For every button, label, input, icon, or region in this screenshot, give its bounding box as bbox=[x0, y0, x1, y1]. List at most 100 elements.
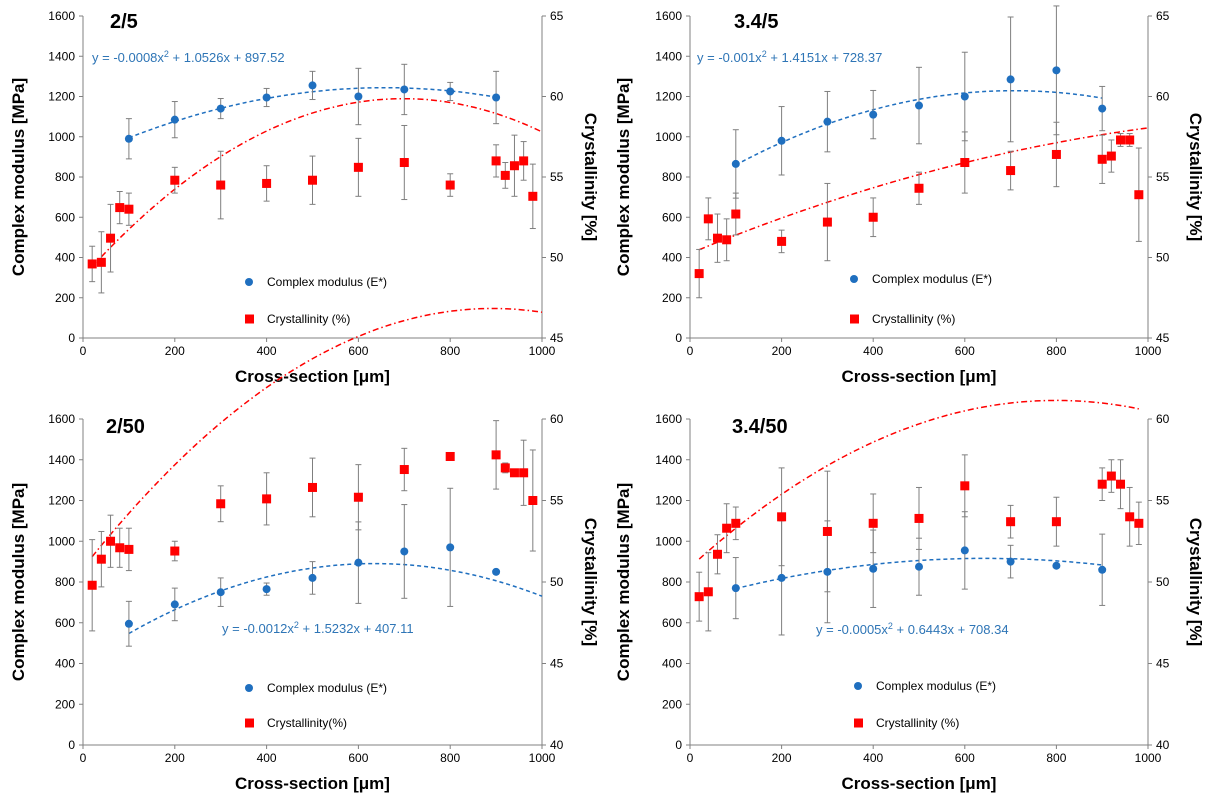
y-tick-label: 1400 bbox=[655, 49, 682, 63]
x-tick-label: 400 bbox=[257, 344, 277, 358]
crystallinity-point bbox=[115, 203, 125, 213]
x-tick-label: 600 bbox=[348, 751, 368, 765]
x-tick-label: 1000 bbox=[529, 751, 556, 765]
crystallinity-point bbox=[777, 236, 787, 246]
y2-tick-label: 55 bbox=[550, 494, 564, 508]
crystallinity-point bbox=[115, 543, 125, 553]
crystallinity-point bbox=[528, 496, 538, 505]
y2-tick-label: 55 bbox=[1156, 170, 1170, 184]
crystallinity-point bbox=[731, 209, 741, 219]
y-tick-label: 400 bbox=[55, 657, 75, 671]
crystallinity-point bbox=[1051, 517, 1061, 527]
crystallinity-point bbox=[822, 526, 832, 536]
y-tick-label: 600 bbox=[55, 210, 75, 224]
y-tick-label: 1400 bbox=[655, 453, 682, 467]
x-tick-label: 200 bbox=[165, 344, 185, 358]
modulus-point bbox=[308, 81, 317, 90]
legend-crystallinity-marker bbox=[245, 718, 254, 728]
crystallinity-point bbox=[712, 549, 722, 559]
x-tick-label: 0 bbox=[80, 344, 87, 358]
y2-tick-label: 50 bbox=[1156, 575, 1170, 589]
y2-tick-label: 55 bbox=[1156, 494, 1170, 508]
crystallinity-point bbox=[1125, 135, 1135, 145]
crystallinity-point bbox=[1097, 154, 1107, 164]
chart-panel-3-4-50: 0 200 400 600 800 1000 0 200 400 600 800 1000 1200 14… bbox=[614, 399, 1205, 793]
y-tick-label: 1200 bbox=[48, 494, 75, 508]
x-tick-label: 800 bbox=[1046, 751, 1066, 765]
y2-tick-label: 50 bbox=[1156, 251, 1170, 265]
x-tick-label: 0 bbox=[687, 751, 694, 765]
y-tick-label: 1600 bbox=[655, 9, 682, 23]
crystallinity-point bbox=[1051, 149, 1061, 159]
y2-tick-label: 40 bbox=[1156, 738, 1170, 752]
crystallinity-point bbox=[106, 233, 116, 243]
modulus-point bbox=[777, 573, 786, 582]
crystallinity-point bbox=[822, 217, 832, 227]
y2-tick-label: 60 bbox=[550, 412, 564, 426]
x-tick-label: 400 bbox=[863, 751, 883, 765]
y2-tick-label: 60 bbox=[550, 90, 564, 104]
crystallinity-point bbox=[868, 212, 878, 222]
legend-modulus-label: Complex modulus (E*) bbox=[267, 681, 387, 695]
y-axis-label: Complex modulus [MPa] bbox=[9, 483, 28, 681]
y-tick-label: 200 bbox=[662, 291, 682, 305]
modulus-point bbox=[1098, 104, 1107, 113]
legend-crystallinity-marker bbox=[854, 718, 863, 728]
crystallinity-point bbox=[1134, 190, 1144, 200]
x-axis-label: Cross-section [μm] bbox=[842, 367, 997, 386]
crystallinity-point bbox=[703, 214, 713, 224]
y-tick-label: 800 bbox=[55, 575, 75, 589]
x-tick-label: 0 bbox=[80, 751, 87, 765]
crystallinity-point bbox=[353, 162, 363, 172]
y-axis-label: Complex modulus [MPa] bbox=[9, 78, 28, 276]
crystallinity-point bbox=[1006, 517, 1016, 527]
crystallinity-point bbox=[96, 554, 106, 564]
y-axis-label: Complex modulus [MPa] bbox=[614, 78, 633, 276]
y-axis-label: Complex modulus [MPa] bbox=[614, 483, 633, 681]
crystallinity-point bbox=[694, 592, 704, 602]
panel-title: 2/5 bbox=[110, 11, 138, 33]
y2-axis-label: Crystallinity [%] bbox=[581, 113, 600, 241]
legend-crystallinity-label: Crystallinity (%) bbox=[872, 312, 955, 326]
y2-tick-label: 65 bbox=[550, 9, 564, 23]
crystallinity-point bbox=[353, 492, 363, 502]
y-tick-label: 600 bbox=[662, 616, 682, 630]
crystallinity-point bbox=[1106, 471, 1116, 481]
y-tick-label: 1200 bbox=[48, 90, 75, 104]
y-tick-label: 0 bbox=[68, 738, 75, 752]
modulus-point bbox=[262, 585, 271, 594]
crystallinity-point bbox=[445, 180, 455, 190]
trend-equation: y = -0.0005x2 + 0.6443x + 708.34 bbox=[816, 621, 1009, 637]
x-tick-label: 0 bbox=[687, 344, 694, 358]
crystallinity-point bbox=[528, 191, 538, 201]
legend-crystallinity-label: Crystallinity(%) bbox=[267, 716, 347, 730]
panel-title: 3.4/5 bbox=[734, 11, 778, 33]
modulus-point bbox=[915, 101, 923, 110]
crystallinity-point bbox=[491, 156, 501, 166]
trend-equation: y = -0.001x2 + 1.4151x + 728.37 bbox=[697, 49, 882, 65]
crystallinity-point bbox=[96, 257, 106, 267]
modulus-point bbox=[354, 92, 363, 101]
y-tick-label: 400 bbox=[662, 251, 682, 265]
crystallinity-point bbox=[399, 158, 409, 168]
crystallinity-trend-line bbox=[91, 97, 543, 268]
crystallinity-point bbox=[106, 536, 116, 546]
y-tick-label: 0 bbox=[68, 331, 75, 345]
crystallinity-point bbox=[712, 233, 722, 243]
crystallinity-point bbox=[216, 180, 226, 190]
x-tick-label: 1000 bbox=[529, 344, 556, 358]
crystallinity-point bbox=[170, 546, 180, 556]
y2-tick-label: 40 bbox=[550, 738, 564, 752]
crystallinity-point bbox=[491, 450, 501, 460]
modulus-point bbox=[1006, 75, 1015, 84]
modulus-point bbox=[400, 547, 409, 556]
crystallinity-point bbox=[960, 481, 970, 491]
y-tick-label: 1600 bbox=[48, 9, 75, 23]
x-tick-label: 200 bbox=[165, 751, 185, 765]
modulus-point bbox=[1052, 561, 1061, 570]
trend-equation: y = -0.0008x2 + 1.0526x + 897.52 bbox=[92, 49, 285, 65]
y-tick-label: 1600 bbox=[655, 412, 682, 426]
modulus-point bbox=[1006, 557, 1015, 566]
chart-panel-3-4-5: 0 200 400 600 800 1000 0 200 400 600 800 1000 1200 14… bbox=[614, 5, 1205, 386]
y-tick-label: 1000 bbox=[655, 130, 682, 144]
